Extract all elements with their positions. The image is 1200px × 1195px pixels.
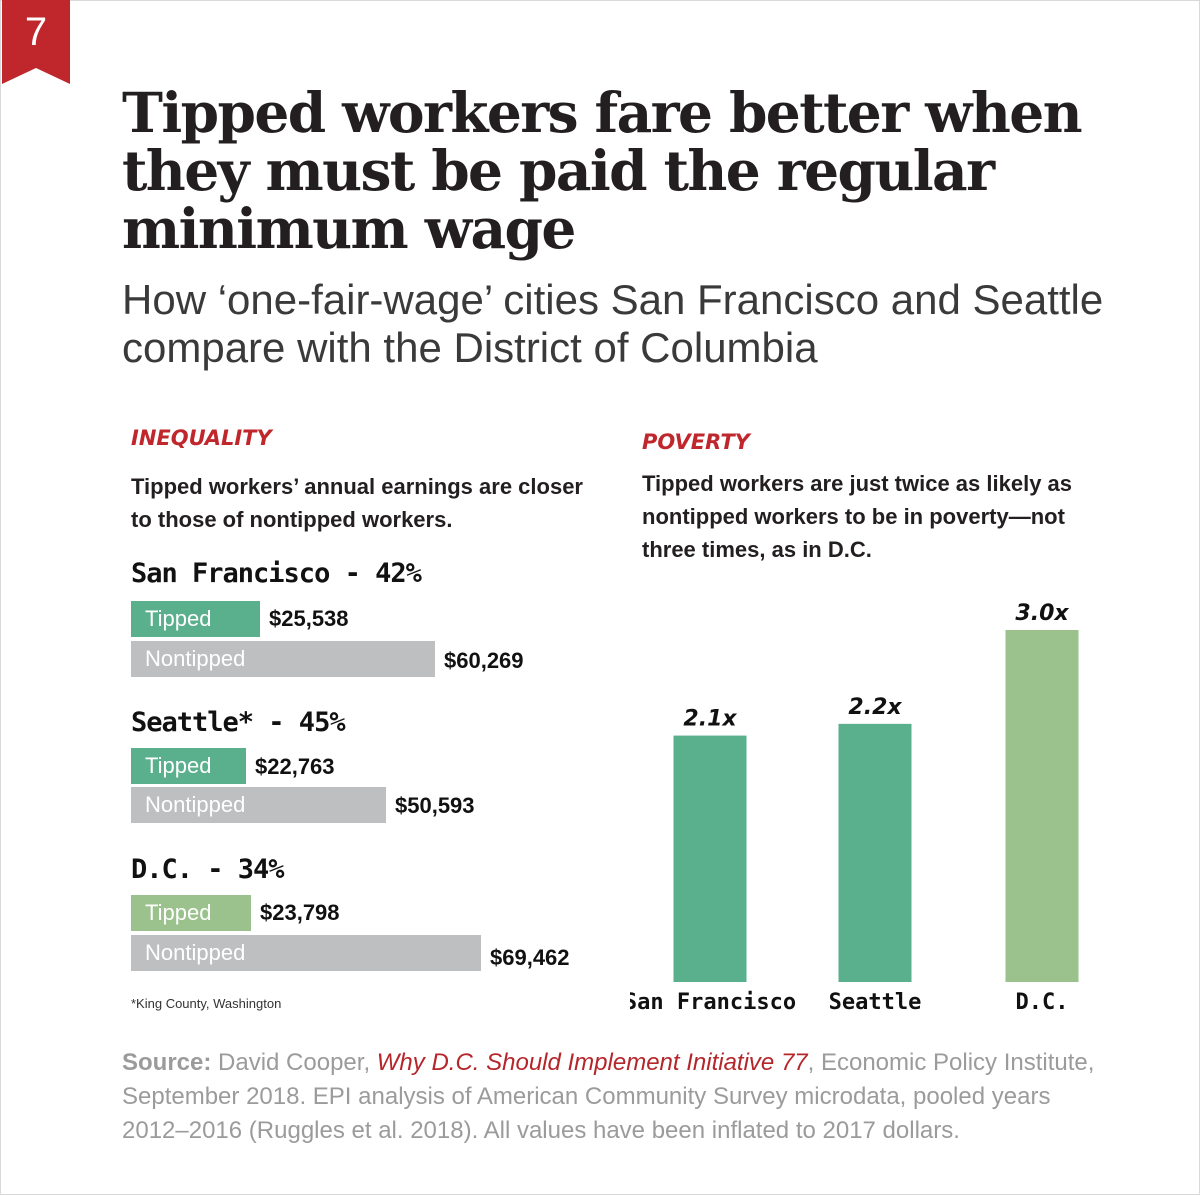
source-label: Source:	[122, 1049, 212, 1076]
dc-tipped-bar: Tipped	[131, 895, 251, 931]
inequality-description: Tipped workers’ annual earnings are clos…	[131, 474, 583, 532]
dc-tipped-amount: $23,798	[260, 900, 340, 925]
source-note: Source: David Cooper, Why D.C. Should Im…	[122, 1046, 1102, 1148]
source-report-link[interactable]: Why D.C. Should Implement Initiative 77	[376, 1049, 808, 1076]
dc-tipped-label: Tipped	[145, 900, 212, 925]
poverty-value-label-dc: 3.0x	[1015, 601, 1069, 626]
badge-ribbon-shape	[2, 0, 70, 84]
sf-nontipped-label: Nontipped	[145, 646, 246, 671]
poverty-category-label-san-francisco: San Francisco	[630, 990, 796, 1015]
poverty-value-label-seattle: 2.2x	[848, 695, 902, 720]
chart-subtitle: How ‘one-fair-wage’ cities San Francisco…	[122, 276, 1104, 371]
seattle-nontipped-bar: Nontipped	[131, 787, 386, 823]
sf-tipped-label: Tipped	[145, 606, 212, 631]
dc-nontipped-label: Nontipped	[145, 940, 246, 965]
seattle-tipped-amount: $22,763	[255, 754, 335, 779]
poverty-category-label-dc: D.C.	[1016, 990, 1069, 1015]
footnote: *King County, Washington	[131, 996, 282, 1011]
poverty-bar-chart: 2.1x San Francisco 2.2x Seattle 3.0x D.C.	[630, 601, 1079, 1015]
poverty-value-label-san-francisco: 2.1x	[683, 707, 737, 732]
seattle-nontipped-label: Nontipped	[145, 792, 246, 817]
chart-number-badge: 7	[2, 0, 70, 84]
sf-tipped-bar: Tipped	[131, 601, 260, 637]
sf-nontipped-amount: $60,269	[444, 648, 524, 673]
poverty-bar-dc	[1005, 630, 1079, 982]
source-text-pre: David Cooper,	[211, 1049, 377, 1076]
badge-number: 7	[24, 10, 48, 54]
source-text-post: , Economic Policy Institute, September 2…	[122, 1049, 1095, 1144]
poverty-description: Tipped workers are just twice as likely …	[642, 471, 1073, 562]
dc-heading: D.C. - 34%	[131, 854, 285, 885]
sf-heading: San Francisco - 42%	[131, 558, 422, 589]
seattle-tipped-bar: Tipped	[131, 748, 246, 784]
dc-nontipped-amount: $69,462	[490, 945, 570, 970]
poverty-label: POVERTY	[642, 430, 750, 454]
seattle-tipped-label: Tipped	[145, 753, 212, 778]
inequality-label: INEQUALITY	[131, 426, 272, 450]
chart-title: Tipped workers fare better when they mus…	[122, 80, 1083, 261]
poverty-bar-seattle	[838, 723, 912, 982]
dc-nontipped-bar: Nontipped	[131, 935, 481, 971]
seattle-heading: Seattle* - 45%	[131, 707, 346, 738]
seattle-nontipped-amount: $50,593	[395, 793, 475, 818]
sf-tipped-amount: $25,538	[269, 606, 349, 631]
sf-nontipped-bar: Nontipped	[131, 641, 435, 677]
poverty-bar-san-francisco	[673, 735, 747, 982]
poverty-category-label-seattle: Seattle	[829, 990, 922, 1015]
